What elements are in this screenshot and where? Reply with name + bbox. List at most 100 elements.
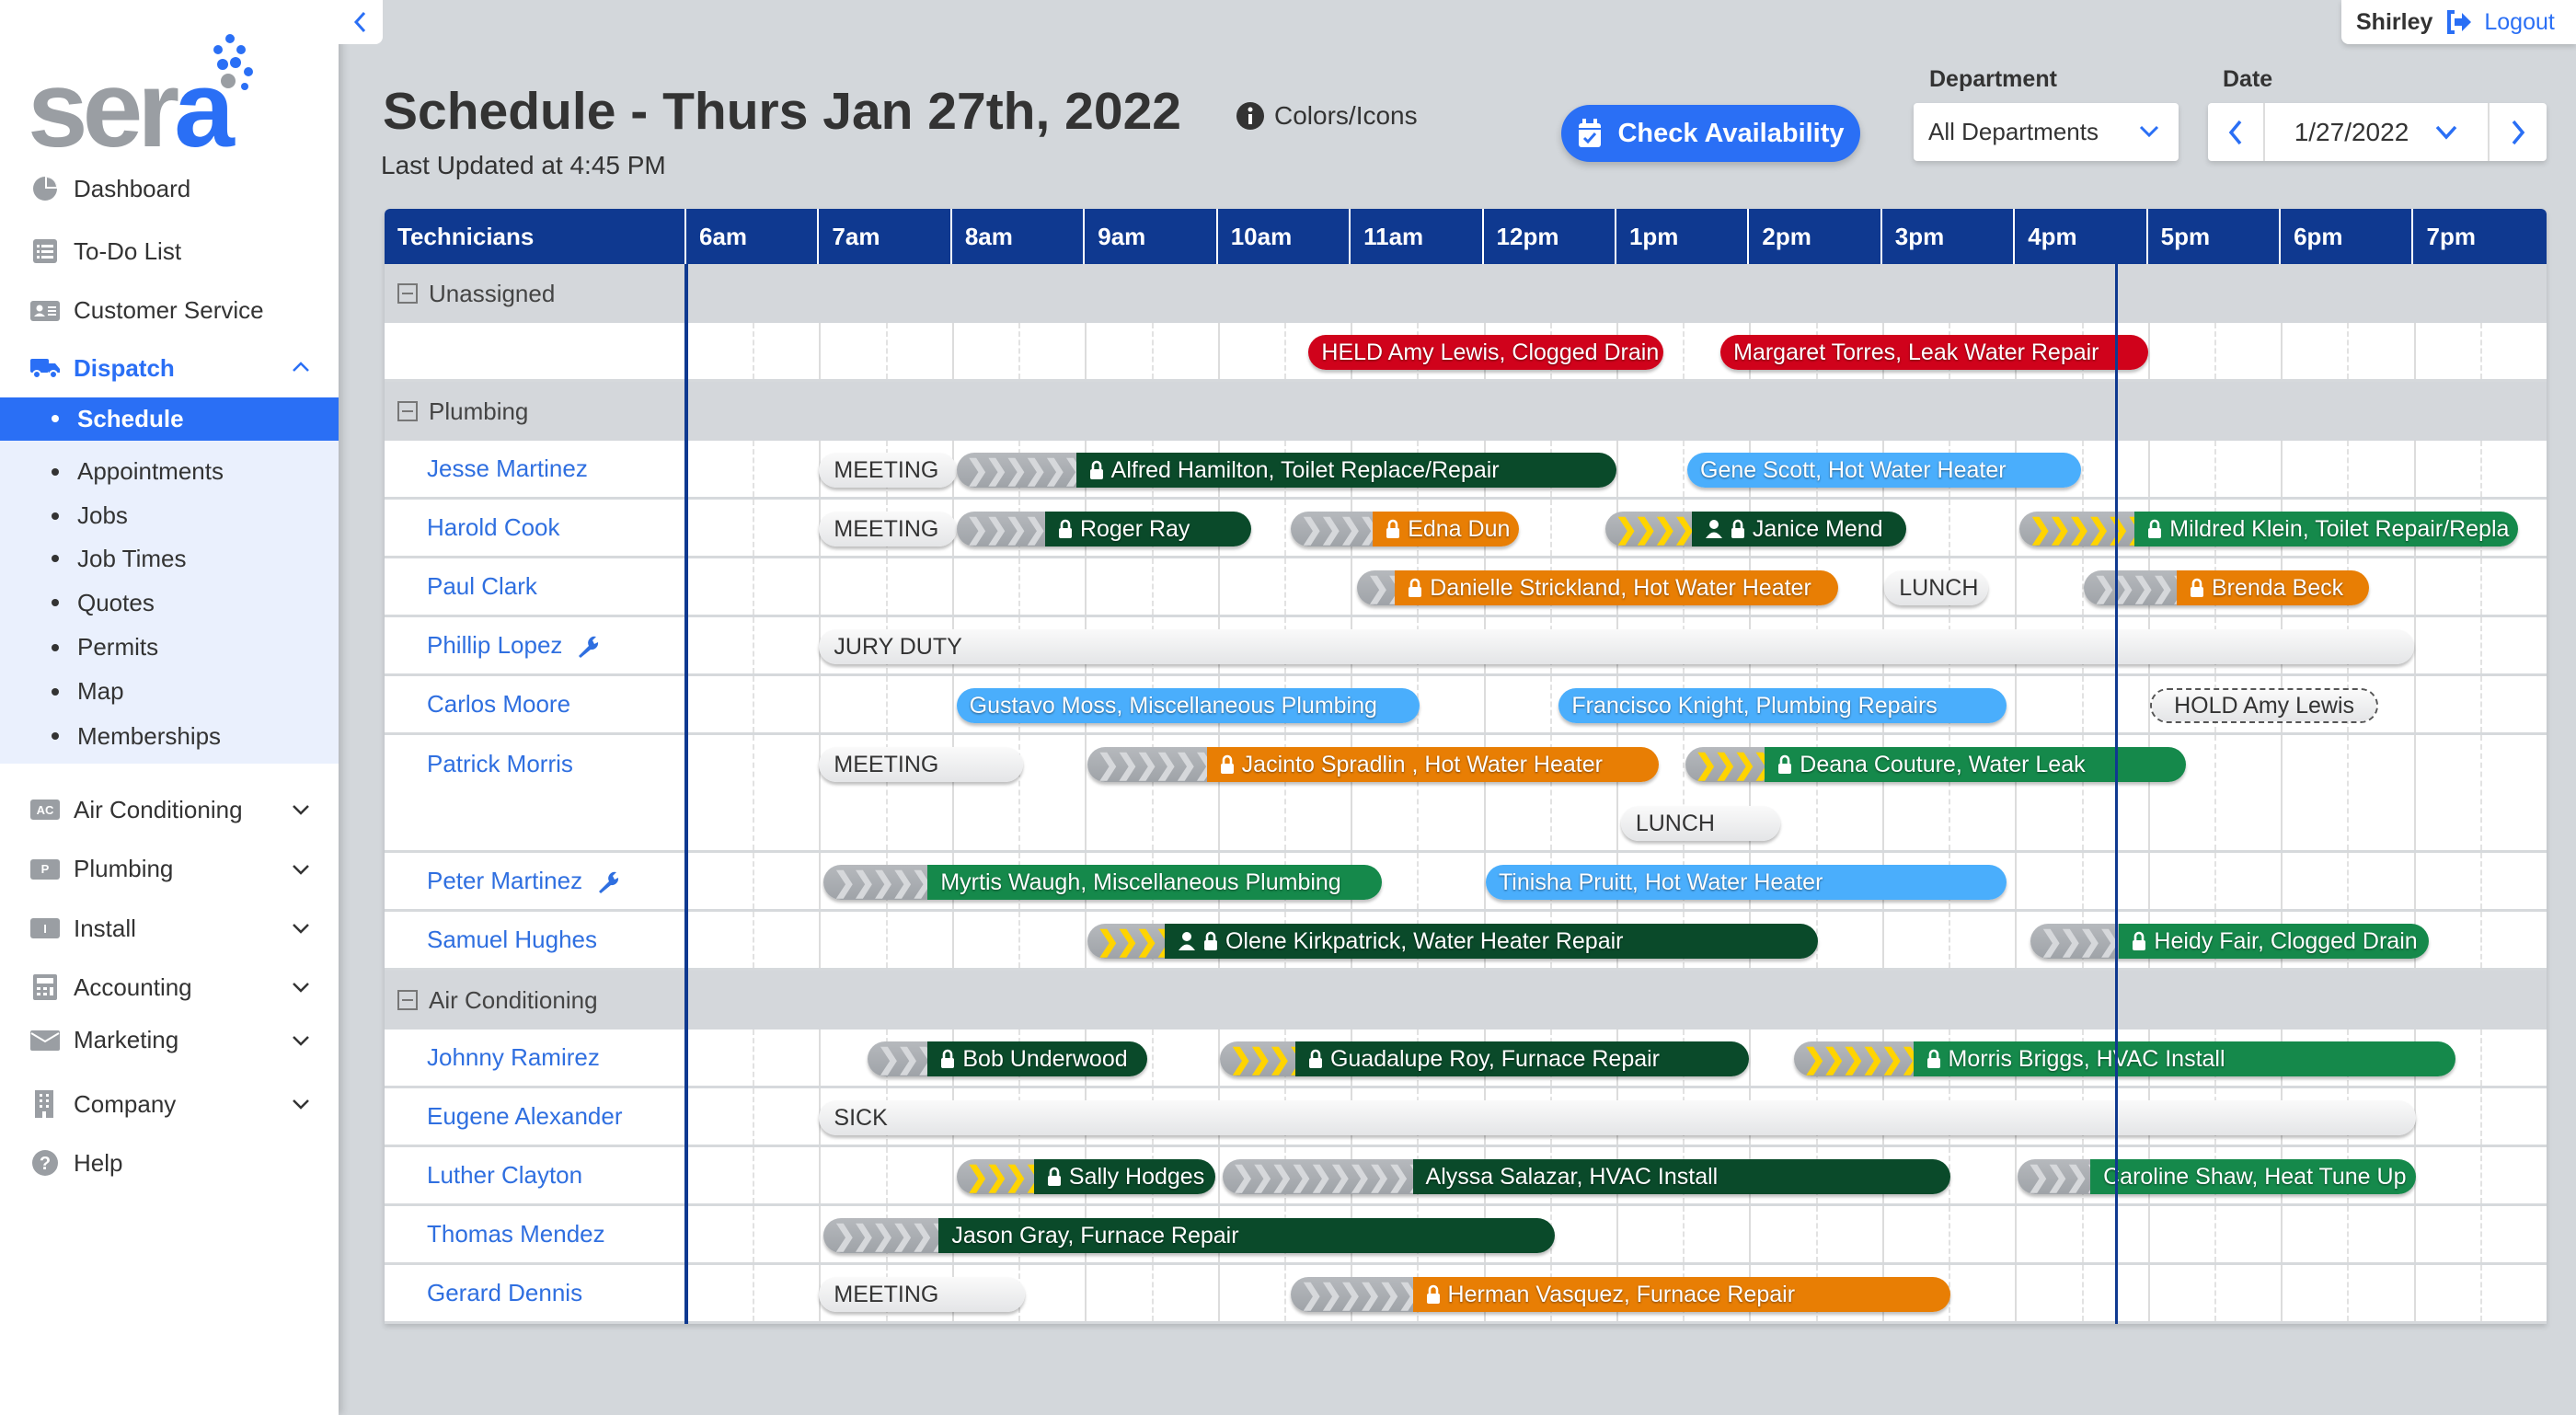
sidebar-subitem-memberships[interactable]: Memberships (0, 714, 339, 758)
sidebar-subitem-map[interactable]: Map (0, 670, 339, 714)
sidebar-item-company[interactable]: Company (0, 1078, 339, 1130)
technician-name[interactable]: Thomas Mendez (427, 1220, 605, 1248)
date-input[interactable]: 1/27/2022 (2265, 103, 2490, 161)
technician-name[interactable]: Eugene Alexander (427, 1102, 623, 1130)
job-bar[interactable]: ❯❯❯❯❯❯❯❯❯❯Mildred Klein, Toilet Repair/R… (2019, 512, 2518, 546)
job-bar[interactable]: ❯❯❯❯❯❯❯❯❯❯ Caroline Shaw, Heat Tune Up (2017, 1159, 2416, 1194)
collapse-icon[interactable] (397, 401, 418, 421)
technician-name[interactable]: Gerard Dennis (427, 1279, 583, 1306)
group-header-unassigned[interactable]: Unassigned (385, 264, 2547, 323)
collapse-sidebar-button[interactable] (339, 0, 383, 44)
bar-label: MEETING (834, 515, 939, 542)
truck-icon (29, 355, 61, 381)
chevron-down-icon[interactable] (291, 915, 315, 939)
next-day-button[interactable] (2490, 103, 2547, 161)
group-header-plumbing[interactable]: Plumbing (385, 382, 2547, 441)
sidebar-subitem-jobs[interactable]: Jobs (0, 494, 339, 538)
sidebar-subitem-job-times[interactable]: Job Times (0, 536, 339, 581)
block-bar[interactable]: JURY DUTY (819, 629, 2414, 664)
chevron-up-icon[interactable] (291, 355, 315, 379)
job-bar[interactable]: ❯❯❯❯❯❯❯❯❯❯ Janice Mend (1604, 512, 1907, 546)
job-bar[interactable]: ❯❯❯❯❯❯❯❯❯❯ Roger Ray (956, 512, 1251, 546)
sera-logo[interactable]: sera (28, 34, 267, 164)
collapse-icon[interactable] (397, 283, 418, 304)
job-bar[interactable]: ❯❯❯❯❯❯❯❯❯❯ Brenda Beck (2083, 570, 2370, 605)
job-bar[interactable]: ❯❯❯❯❯❯❯❯❯❯ Alfred Hamilton, Toilet Replac… (956, 453, 1616, 488)
block-bar[interactable]: SICK (819, 1100, 2416, 1135)
job-bar[interactable]: ❯❯❯❯❯❯❯❯❯❯ Edna Dun (1291, 512, 1520, 546)
sidebar-item-plumbing[interactable]: P Plumbing (0, 844, 339, 895)
job-bar[interactable]: ❯❯❯❯❯❯❯❯❯❯ Deana Couture, Water Leak (1685, 747, 2186, 782)
logout-icon[interactable] (2445, 9, 2473, 35)
job-bar[interactable]: Francisco Knight, Plumbing Repairs (1558, 688, 2007, 723)
technician-name[interactable]: Harold Cook (427, 513, 560, 541)
chevron-down-icon[interactable] (291, 974, 315, 998)
sidebar-item-marketing[interactable]: Marketing (0, 1015, 339, 1066)
tag-label: P (30, 858, 60, 880)
job-bar[interactable]: ❯❯❯❯❯❯❯❯❯❯ Myrtis Waugh, Miscellaneous Pl… (823, 865, 1382, 900)
check-availability-button[interactable]: Check Availability (1561, 105, 1860, 162)
bullet-icon (52, 467, 59, 476)
job-bar[interactable]: Gustavo Moss, Miscellaneous Plumbing (956, 688, 1420, 723)
sidebar-subitem-quotes[interactable]: Quotes (0, 581, 339, 625)
chevron-down-icon (293, 983, 309, 994)
technician-name[interactable]: Jesse Martinez (427, 454, 588, 482)
collapse-icon[interactable] (397, 990, 418, 1010)
technician-name[interactable]: Carlos Moore (427, 690, 571, 718)
job-bar[interactable]: HELD Amy Lewis, Clogged Drain (1308, 335, 1663, 370)
technician-name[interactable]: Patrick Morris (427, 750, 573, 777)
job-bar[interactable]: ❯❯❯❯❯❯❯❯❯❯ Sally Hodges (956, 1159, 1216, 1194)
sidebar-item-to-do-list[interactable]: To-Do List (0, 225, 339, 277)
job-bar[interactable]: Tinisha Pruitt, Hot Water Heater (1485, 865, 2007, 900)
job-bar[interactable]: Gene Scott, Hot Water Heater (1687, 453, 2082, 488)
group-header-air-conditioning[interactable]: Air Conditioning (385, 971, 2547, 1030)
technician-name[interactable]: Peter Martinez (427, 867, 583, 894)
group-toggle[interactable]: Unassigned (385, 264, 685, 323)
technician-name[interactable]: Luther Clayton (427, 1161, 583, 1189)
sidebar-item-air-conditioning[interactable]: AC Air Conditioning (0, 784, 339, 835)
sidebar-subitem-permits[interactable]: Permits (0, 626, 339, 670)
logout-link[interactable]: Logout (2484, 8, 2555, 35)
job-bar[interactable]: ❯❯❯❯❯❯❯❯❯❯ Bob Underwood (868, 1041, 1147, 1076)
department-select[interactable]: All Departments (1914, 103, 2179, 161)
previous-day-button[interactable] (2208, 103, 2265, 161)
chevron-down-icon[interactable] (291, 1091, 315, 1115)
sidebar-item-customer-service[interactable]: Customer Service (0, 285, 339, 337)
job-bar[interactable]: ❯❯❯❯❯❯❯❯❯❯ Herman Vasquez, Furnace Repair (1291, 1277, 1951, 1312)
technician-name[interactable]: Phillip Lopez (427, 631, 563, 659)
job-bar[interactable]: ❯❯❯❯❯❯❯❯❯❯ Guadalupe Roy, Furnace Repair (1220, 1041, 1750, 1076)
block-bar[interactable]: LUNCH (1620, 806, 1781, 841)
block-bar[interactable]: LUNCH (1884, 570, 1989, 605)
block-bar[interactable]: MEETING (819, 1277, 1026, 1312)
sidebar-item-dispatch[interactable]: Dispatch (0, 342, 339, 394)
group-toggle[interactable]: Air Conditioning (385, 971, 685, 1030)
job-bar[interactable]: ❯❯❯❯❯❯❯❯❯❯ Alyssa Salazar, HVAC Install (1222, 1159, 1951, 1194)
job-bar[interactable]: ❯❯❯❯❯❯❯❯❯❯ Danielle Strickland, Hot Water… (1357, 570, 1838, 605)
group-toggle[interactable]: Plumbing (385, 382, 685, 441)
gridline (753, 912, 755, 968)
sidebar-subitem-appointments[interactable]: Appointments (0, 450, 339, 494)
sidebar-item-dashboard[interactable]: Dashboard (0, 163, 339, 214)
hold-bar[interactable]: HOLD Amy Lewis (2150, 688, 2379, 723)
job-bar[interactable]: ❯❯❯❯❯❯❯❯❯❯ Jacinto Spradlin , Hot Water H… (1087, 747, 1659, 782)
technician-name[interactable]: Johnny Ramirez (427, 1043, 600, 1071)
sidebar-item-accounting[interactable]: Accounting (0, 961, 339, 1013)
chevron-down-icon[interactable] (291, 857, 315, 880)
job-bar[interactable]: ❯❯❯❯❯❯❯❯❯❯ Heidy Fair, Clogged Drain (2030, 924, 2430, 959)
technician-name[interactable]: Samuel Hughes (427, 926, 597, 953)
chevron-down-icon[interactable] (291, 1028, 315, 1052)
job-bar[interactable]: ❯❯❯❯❯❯❯❯❯❯ Olene Kirkpatrick, Water Heate… (1087, 924, 1819, 959)
job-bar[interactable]: Margaret Torres, Leak Water Repair (1720, 335, 2148, 370)
sidebar-item-install[interactable]: I Install (0, 903, 339, 954)
job-bar[interactable]: ❯❯❯❯❯❯❯❯❯❯ Jason Gray, Furnace Repair (823, 1218, 1555, 1253)
sidebar-item-help[interactable]: ? Help (0, 1137, 339, 1189)
block-bar[interactable]: MEETING (819, 453, 957, 488)
job-bar[interactable]: ❯❯❯❯❯❯❯❯❯❯ Morris Briggs, HVAC Install (1793, 1041, 2456, 1076)
sidebar-subitem-schedule[interactable]: Schedule (0, 397, 339, 441)
block-bar[interactable]: MEETING (819, 747, 1023, 782)
block-bar[interactable]: MEETING (819, 512, 957, 546)
chevron-down-icon[interactable] (291, 797, 315, 821)
gridline (1549, 500, 1552, 556)
technician-name[interactable]: Paul Clark (427, 572, 537, 600)
colors-icons-link[interactable]: Colors/Icons (1236, 101, 1418, 131)
